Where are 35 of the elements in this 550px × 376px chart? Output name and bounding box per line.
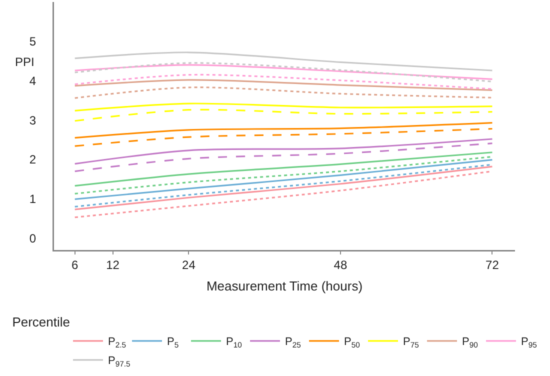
line-series — [74, 122, 494, 139]
line-series — [74, 152, 494, 187]
y-tick-label: 3 — [29, 113, 36, 128]
x-tick-label: 48 — [334, 258, 348, 272]
legend-label: P$_{95}$ — [521, 336, 537, 350]
y-tick-label: 0 — [29, 231, 36, 246]
x-tick-label: 12 — [106, 258, 120, 272]
y-tick-label: 1 — [29, 192, 36, 206]
legend-label: P$_{10}$ — [226, 336, 242, 350]
line-series — [74, 138, 494, 165]
x-axis-title: Measurement Time (hours) — [206, 278, 363, 294]
legend-label: P$_{97.5}$ — [108, 355, 130, 369]
line-series — [74, 102, 494, 112]
line-series — [74, 52, 494, 72]
legend-label: P$_{50}$ — [344, 336, 360, 350]
line-series — [74, 79, 494, 91]
line-series — [74, 159, 494, 200]
legend-label: P$_{90}$ — [462, 336, 478, 350]
y-tick-label: 4 — [29, 74, 36, 88]
legend-label: P$_{2.5}$ — [108, 336, 126, 350]
legend-label: P$_{25}$ — [285, 336, 301, 350]
line-series — [74, 86, 494, 99]
y-axis-title: PPI — [15, 55, 34, 69]
y-tick-label: 5 — [29, 34, 36, 49]
legend-label: P$_{5}$ — [167, 336, 179, 350]
y-tick-label: 2 — [29, 152, 36, 167]
line-series — [74, 108, 494, 122]
legend-title: Percentile — [12, 314, 70, 330]
line-series — [74, 142, 494, 172]
legend-label: P$_{75}$ — [403, 336, 419, 350]
x-tick-label: 24 — [182, 258, 196, 272]
line-series — [74, 128, 494, 147]
line-series — [74, 74, 494, 90]
x-tick-label: 6 — [72, 258, 79, 272]
x-tick-label: 72 — [486, 258, 500, 272]
